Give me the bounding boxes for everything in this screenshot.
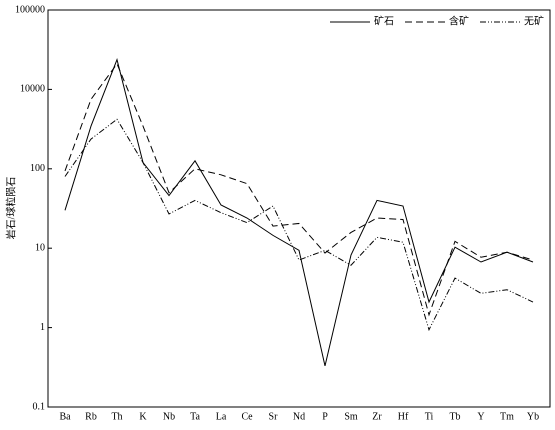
series-line — [64, 118, 534, 332]
x-tick-label: Nb — [163, 411, 175, 422]
series-line — [64, 62, 534, 317]
legend-label: 无矿 — [524, 14, 544, 27]
y-tick-label: 10 — [35, 242, 45, 253]
x-tick-label: Nd — [293, 411, 305, 422]
y-tick-label: 100 — [30, 163, 45, 174]
x-tick-label: Y — [477, 411, 484, 422]
x-tick-label: Zr — [372, 411, 382, 422]
x-tick-label: La — [216, 411, 227, 422]
x-tick-label: Ta — [190, 411, 200, 422]
x-tick-label: Ce — [241, 411, 253, 422]
x-tick-label: Ba — [59, 411, 71, 422]
x-tick-label: Th — [111, 411, 122, 422]
y-tick-label: 10000 — [20, 84, 45, 95]
legend-label: 矿石 — [374, 14, 394, 27]
plot-frame — [47, 9, 551, 408]
legend-label: 含矿 — [449, 14, 469, 27]
x-tick-label: Tm — [500, 411, 514, 422]
y-tick-label: 100000 — [15, 4, 45, 15]
x-tick-label: Yb — [527, 411, 539, 422]
x-tick-label: Tb — [449, 411, 460, 422]
y-axis-label: 岩石/球粒陨石 — [4, 177, 17, 240]
x-tick-label: Sm — [344, 411, 358, 422]
x-tick-label: Hf — [398, 411, 409, 422]
x-tick-label: K — [139, 411, 147, 422]
y-tick-label: 0.1 — [33, 401, 46, 412]
series-line — [64, 58, 534, 366]
y-tick-label: 1 — [40, 322, 45, 333]
x-tick-label: Sr — [269, 411, 279, 422]
x-tick-label: P — [322, 411, 328, 422]
x-tick-label: Ti — [425, 411, 434, 422]
x-tick-label: Rb — [85, 411, 97, 422]
